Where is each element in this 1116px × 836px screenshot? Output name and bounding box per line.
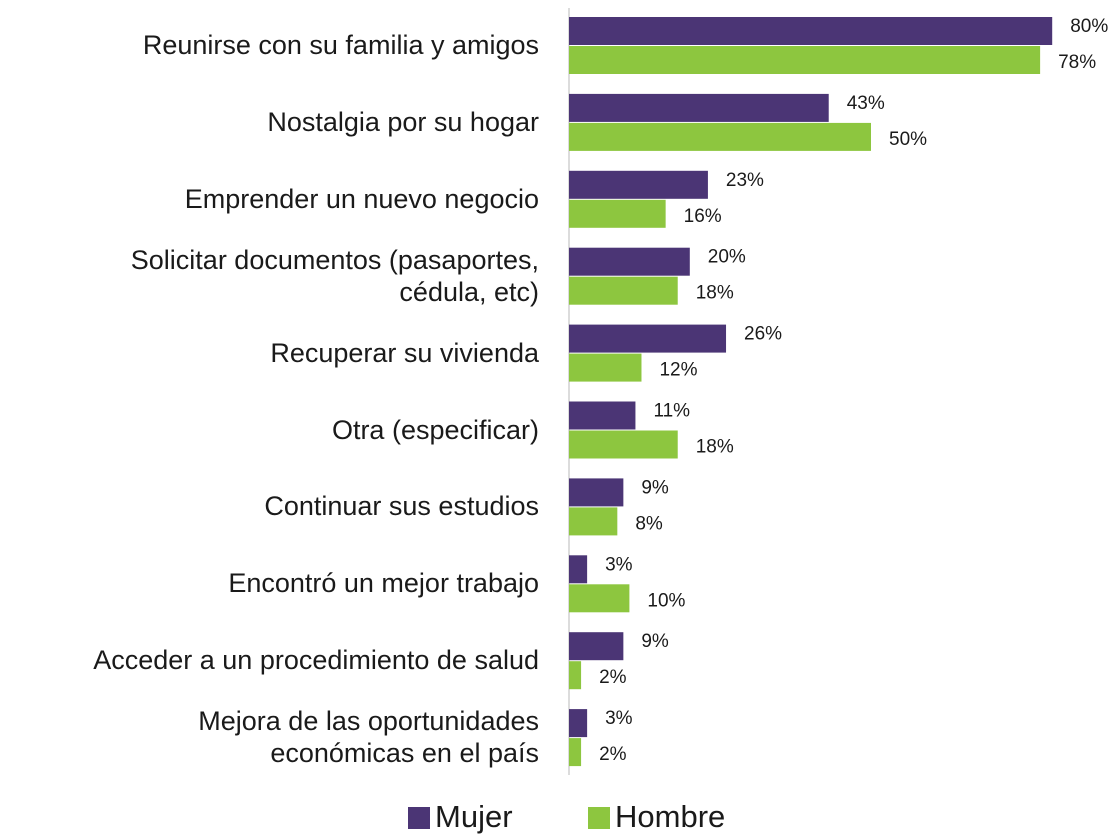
- bar: [569, 17, 1053, 45]
- category-label: Recuperar su vivienda: [270, 337, 539, 368]
- bar: [569, 709, 588, 738]
- bar: [569, 632, 624, 661]
- value-label: 16%: [684, 206, 722, 227]
- category-label: Acceder a un procedimiento de salud: [93, 645, 539, 676]
- value-label: 18%: [696, 437, 734, 458]
- bar: [569, 46, 1041, 74]
- category-label: Encontró un mejor trabajo: [228, 568, 539, 599]
- value-label: 3%: [605, 554, 633, 575]
- bar: [569, 199, 666, 228]
- value-label: 11%: [653, 401, 690, 422]
- bar: [569, 661, 582, 690]
- value-label: 23%: [726, 170, 764, 191]
- legend-swatch: [408, 807, 430, 829]
- bar: [569, 170, 708, 199]
- value-label: 26%: [744, 324, 782, 345]
- bar: [569, 401, 636, 430]
- category-label: Solicitar documentos (pasaportes, cédula…: [130, 244, 539, 307]
- bar: [569, 507, 618, 536]
- value-label: 78%: [1058, 52, 1096, 73]
- bar: [569, 122, 871, 151]
- category-label: Emprender un nuevo negocio: [184, 183, 539, 214]
- category-label: Reunirse con su familia y amigos: [142, 30, 539, 60]
- bar: [569, 324, 727, 353]
- bar: [569, 584, 630, 613]
- bar: [569, 276, 678, 305]
- value-label: 18%: [696, 283, 734, 304]
- category-label: Nostalgia por su hogar: [267, 106, 539, 137]
- value-label: 3%: [605, 708, 633, 729]
- category-label: Continuar sus estudios: [264, 491, 539, 522]
- value-label: 80%: [1070, 16, 1108, 37]
- bar: [569, 430, 678, 459]
- legend-label: Hombre: [615, 799, 725, 834]
- bar: [569, 555, 588, 584]
- bar: [569, 738, 582, 767]
- bar: [569, 247, 690, 276]
- value-label: 50%: [889, 129, 927, 150]
- category-label: Otra (especificar): [331, 414, 539, 445]
- bar: [569, 478, 624, 507]
- value-label: 10%: [647, 590, 685, 611]
- value-label: 12%: [659, 360, 697, 381]
- value-label: 9%: [641, 631, 669, 652]
- value-label: 8%: [635, 513, 663, 534]
- bar: [569, 93, 829, 122]
- legend-label: Mujer: [435, 799, 513, 834]
- value-label: 2%: [599, 667, 627, 688]
- category-label: Mejora de las oportunidades económicas e…: [198, 706, 539, 769]
- value-label: 9%: [641, 477, 669, 498]
- legend-swatch: [588, 807, 610, 829]
- value-label: 20%: [708, 247, 746, 268]
- value-label: 2%: [599, 744, 627, 765]
- value-label: 43%: [847, 93, 885, 114]
- bar: [569, 353, 642, 382]
